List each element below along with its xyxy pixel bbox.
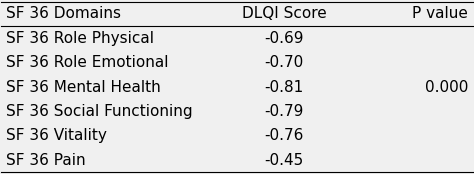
Text: DLQI Score: DLQI Score [242,6,327,21]
Text: -0.79: -0.79 [264,104,304,119]
Text: SF 36 Mental Health: SF 36 Mental Health [6,80,161,94]
Text: P value: P value [412,6,468,21]
Text: SF 36 Social Functioning: SF 36 Social Functioning [6,104,193,119]
Text: 0.000: 0.000 [425,80,468,94]
Text: -0.81: -0.81 [264,80,304,94]
Text: SF 36 Pain: SF 36 Pain [6,153,86,168]
Text: -0.69: -0.69 [264,31,304,46]
Text: -0.70: -0.70 [264,55,304,70]
Text: -0.45: -0.45 [264,153,304,168]
Text: SF 36 Vitality: SF 36 Vitality [6,128,107,143]
Text: SF 36 Role Emotional: SF 36 Role Emotional [6,55,169,70]
Text: SF 36 Domains: SF 36 Domains [6,6,121,21]
Text: -0.76: -0.76 [264,128,304,143]
Text: SF 36 Role Physical: SF 36 Role Physical [6,31,154,46]
